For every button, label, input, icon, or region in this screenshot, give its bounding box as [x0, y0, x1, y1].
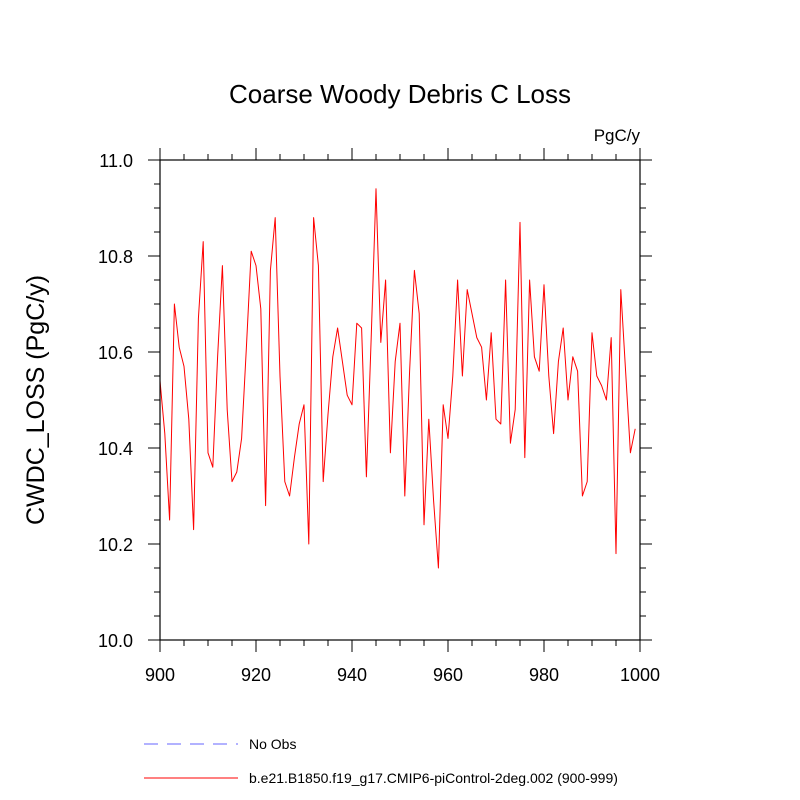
x-tick-label: 1000 [620, 665, 660, 685]
y-tick-label: 10.0 [98, 631, 133, 651]
x-tick-label: 900 [145, 665, 175, 685]
y-tick-label: 11.0 [99, 151, 133, 171]
y-tick-label: 10.8 [98, 247, 133, 267]
x-tick-label: 940 [337, 665, 367, 685]
axis-ticks: 900 920 940 960 980 1000 10.0 10.2 10.4 10.6 10.8 1… [98, 148, 660, 685]
units-label: PgC/y [594, 126, 641, 145]
legend-label: b.e21.B1850.f19_g17.CMIP6-piControl-2deg… [249, 770, 618, 786]
legend-label: No Obs [249, 736, 296, 752]
legend: No Obs b.e21.B1850.f19_g17.CMIP6-piContro… [144, 736, 618, 786]
series-line [159, 188, 636, 569]
x-tick-label: 960 [433, 665, 463, 685]
series-layer [159, 188, 636, 569]
y-tick-label: 10.4 [98, 439, 133, 459]
chart-title: Coarse Woody Debris C Loss [229, 79, 571, 109]
x-tick-label: 980 [529, 665, 559, 685]
y-tick-label: 10.6 [98, 343, 133, 363]
x-tick-label: 920 [241, 665, 271, 685]
y-tick-label: 10.2 [98, 535, 133, 555]
plot-frame [159, 159, 641, 641]
y-axis-label: CWDC_LOSS (PgC/y) [22, 275, 50, 525]
